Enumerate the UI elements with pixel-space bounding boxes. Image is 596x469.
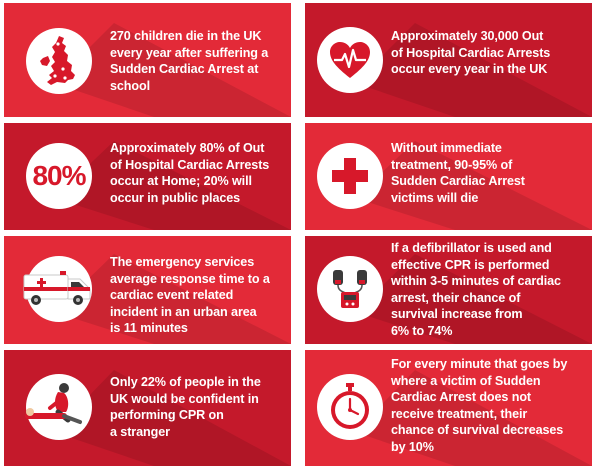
fact-card-children: 270 children die in the UK every year af… bbox=[4, 3, 291, 117]
heart-pulse-icon bbox=[317, 27, 383, 93]
fact-card-cpr-confidence: Only 22% of people in the UK would be co… bbox=[4, 350, 291, 466]
fact-text: Without immediate treatment, 90-95% of S… bbox=[391, 141, 525, 205]
ambulance-icon bbox=[23, 256, 92, 322]
stat-80-percent: 80% bbox=[32, 160, 86, 191]
defibrillator-icon bbox=[317, 256, 383, 322]
fact-card-defibrillator: If a defibrillator is used and effective… bbox=[305, 236, 592, 344]
fact-card-annual-arrests: Approximately 30,000 Out of Hospital Car… bbox=[305, 3, 592, 117]
stopwatch-icon bbox=[317, 374, 383, 440]
cpr-person-icon bbox=[25, 374, 92, 440]
fact-text: Approximately 80% of Out of Hospital Car… bbox=[110, 141, 270, 205]
fact-text: Approximately 30,000 Out of Hospital Car… bbox=[391, 29, 551, 76]
percent-80-icon: 80% bbox=[26, 143, 92, 209]
fact-text: Only 22% of people in the UK would be co… bbox=[110, 375, 261, 439]
fact-text: If a defibrillator is used and effective… bbox=[391, 241, 561, 338]
fact-card-no-treatment: Without immediate treatment, 90-95% of S… bbox=[305, 123, 592, 230]
fact-text: 270 children die in the UK every year af… bbox=[110, 29, 269, 93]
fact-card-survival-decrease: For every minute that goes by where a vi… bbox=[305, 350, 592, 466]
fact-text: For every minute that goes by where a vi… bbox=[391, 357, 568, 454]
fact-card-response-time: The emergency services average response … bbox=[4, 236, 291, 344]
fact-card-home-arrests: 80% Approximately 80% of Out of Hospital… bbox=[4, 123, 291, 230]
uk-map-icon bbox=[26, 28, 92, 94]
medical-cross-icon bbox=[317, 143, 383, 209]
fact-text: The emergency services average response … bbox=[110, 255, 270, 335]
